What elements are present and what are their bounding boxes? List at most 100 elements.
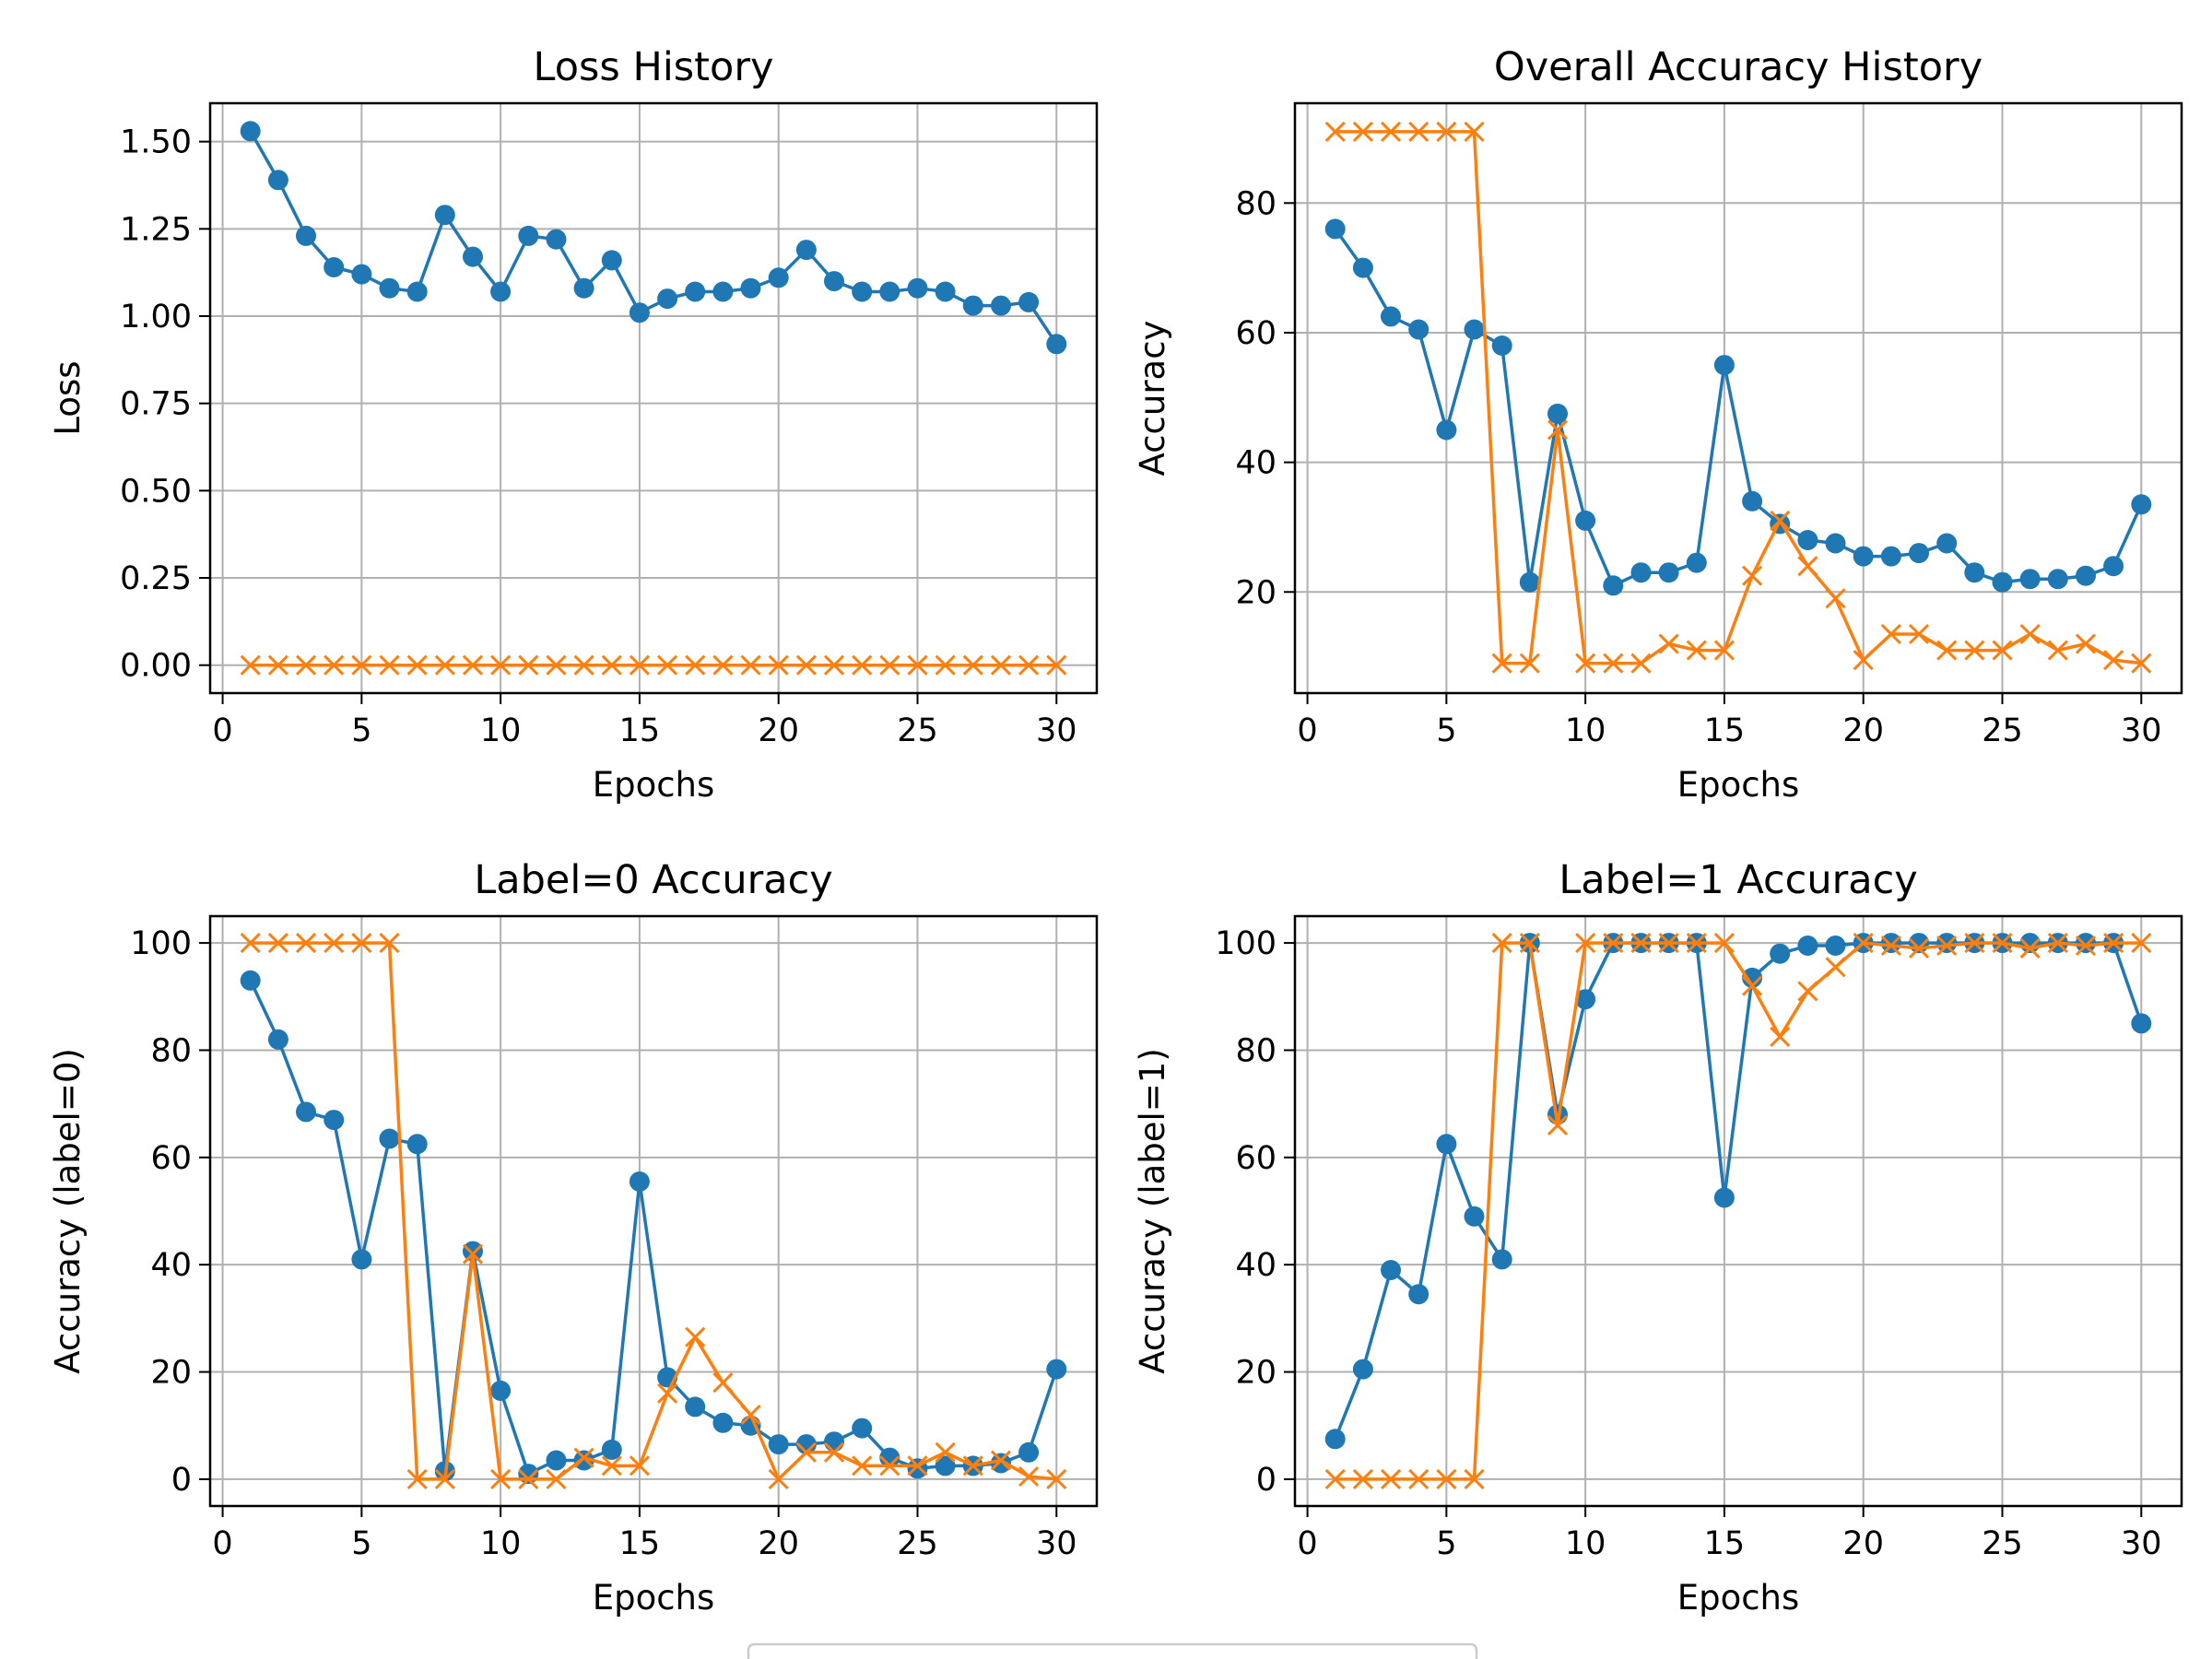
overall-accuracy-series-1-point: [1992, 571, 2013, 593]
overall-accuracy-series-2-point: [1380, 121, 1402, 143]
label0-accuracy-series-1-point: [351, 1249, 372, 1270]
overall-accuracy-x-tick-label: 0: [1297, 712, 1317, 749]
overall-accuracy-series-1-point: [1713, 355, 1735, 376]
overall-accuracy-series-1-point: [2076, 565, 2096, 586]
loss-series-2-point: [990, 654, 1012, 676]
overall-accuracy-series-2-point: [2019, 623, 2041, 645]
label0-accuracy-series-2-point: [768, 1468, 789, 1489]
legend: [747, 1642, 1478, 1659]
overall-accuracy-series-1-point: [1658, 562, 1679, 583]
overall-accuracy-series-1-point: [1880, 546, 1901, 567]
label1-accuracy-series-2-point: [1352, 1468, 1373, 1489]
label0-accuracy-series-2-point: [546, 1468, 567, 1489]
label1-accuracy-x-tick-label: 30: [2121, 1525, 2162, 1562]
overall-accuracy-series-2-point: [1408, 121, 1430, 143]
loss-chart-title: Loss History: [534, 44, 774, 90]
overall-accuracy-series-1-point: [1936, 533, 1958, 554]
label0-accuracy-series-1-point: [267, 1029, 288, 1050]
label1-accuracy-series-1-point: [1381, 1260, 1401, 1280]
loss-x-tick-label: 25: [897, 712, 938, 749]
loss-series-2-point: [573, 654, 594, 676]
overall-accuracy-y-tick-label: 60: [1235, 315, 1277, 352]
label0-accuracy-series-2-point: [240, 933, 261, 954]
overall-accuracy-series-2-point: [1519, 653, 1540, 674]
label0-accuracy-series-1-point: [935, 1455, 956, 1477]
label0-accuracy-series-1-point: [546, 1450, 567, 1471]
loss-series-2-point: [434, 654, 455, 676]
label1-accuracy-x-tick-label: 10: [1565, 1525, 1606, 1562]
loss-series-2-point: [490, 654, 512, 676]
label0-accuracy-x-tick-label: 20: [758, 1525, 799, 1562]
loss-series-2-point: [518, 654, 539, 676]
loss-series-1-point: [962, 295, 983, 316]
label0-accuracy-series: [240, 933, 1067, 1489]
overall-accuracy-series-1-point: [1630, 562, 1652, 583]
overall-accuracy-series-2-point: [2047, 640, 2068, 661]
loss-series-2-point: [324, 654, 345, 676]
overall-accuracy-series-1-point: [1408, 319, 1430, 340]
overall-accuracy-series-2-point: [2103, 650, 2124, 671]
label1-accuracy-y-tick-label: 0: [1256, 1462, 1277, 1499]
label1-accuracy-series-2-point: [1658, 933, 1679, 954]
label0-accuracy-series-1-point: [406, 1134, 428, 1155]
label0-accuracy-x-tick-label: 10: [480, 1525, 522, 1562]
loss-series-1-point: [490, 281, 512, 302]
loss-series-1-point: [601, 250, 622, 271]
label0-accuracy-series-2-point: [685, 1326, 706, 1347]
label0-accuracy-x-axis-label: Epochs: [593, 1578, 715, 1618]
loss-series-1-point: [629, 302, 650, 324]
overall-accuracy-series-1-point: [1547, 403, 1568, 424]
label1-accuracy-series-2-point: [1825, 957, 1846, 978]
overall-accuracy-series-2-point: [1630, 653, 1652, 674]
overall-accuracy-series-2-point: [1825, 588, 1846, 609]
overall-accuracy-series-1-point: [1575, 510, 1596, 531]
overall-accuracy-y-axis-label: Accuracy: [1133, 321, 1172, 477]
loss-series-2-point: [935, 654, 956, 676]
overall-accuracy-series-1-point: [1464, 319, 1485, 340]
overall-accuracy-series-1-point: [1603, 575, 1624, 596]
overall-accuracy-series-2-point: [1797, 556, 1818, 577]
loss-series-2-point: [351, 654, 372, 676]
overall-accuracy-series-2-point: [1464, 121, 1485, 143]
label1-accuracy-series-2-point: [2047, 933, 2068, 954]
label0-accuracy-series-1-point: [463, 1241, 483, 1262]
label0-accuracy-series-2-point: [852, 1455, 873, 1477]
label1-accuracy-series-2-point: [1575, 933, 1596, 954]
label1-accuracy-series-2-point: [1908, 937, 1930, 959]
label0-accuracy-series-1-point: [824, 1431, 844, 1453]
overall-accuracy-series-2-point: [1547, 419, 1569, 441]
loss-series-2-point: [712, 654, 734, 676]
label0-accuracy-series-2-point: [823, 1441, 845, 1463]
overall-accuracy-chart-title: Overall Accuracy History: [1494, 44, 1983, 90]
label0-accuracy-ticks: 0 5 10 15 20 25 30 0 20 40 60 80 100: [130, 925, 1077, 1562]
label1-accuracy-x-tick-label: 0: [1297, 1525, 1317, 1562]
label0-accuracy-y-tick-label: 80: [150, 1032, 192, 1069]
label0-accuracy-series-2-point: [629, 1455, 650, 1477]
label1-accuracy-y-tick-label: 40: [1235, 1247, 1277, 1284]
overall-accuracy-series-1-point: [2131, 494, 2152, 515]
label1-accuracy-series-2-point: [1380, 1468, 1402, 1489]
loss-y-tick-label: 0.00: [120, 648, 192, 685]
label1-accuracy-series-1-point: [1770, 943, 1791, 964]
label1-accuracy-series-2-point: [1630, 933, 1652, 954]
label1-accuracy-series-1-point: [1352, 1359, 1373, 1380]
overall-accuracy-x-tick-label: 25: [1982, 712, 2023, 749]
overall-accuracy-series-1-point: [1686, 552, 1707, 573]
overall-accuracy-plot-frame: [1293, 101, 2183, 695]
overall-accuracy-series-1-point: [1491, 335, 1512, 356]
overall-accuracy-ticks: 0 5 10 15 20 25 30 20 40 60 80: [1235, 185, 2161, 749]
label1-accuracy-series-1-point: [1408, 1284, 1430, 1305]
loss-series-1-point: [267, 170, 288, 191]
loss-y-tick-label: 0.75: [120, 386, 192, 423]
overall-accuracy-x-tick-label: 10: [1565, 712, 1606, 749]
overall-accuracy-series-2-point: [1992, 640, 2013, 661]
overall-accuracy-series-2-point: [1575, 653, 1596, 674]
loss-y-axis-label: Loss: [48, 360, 88, 435]
label1-accuracy-series-2-point: [1742, 975, 1763, 996]
overall-accuracy-series-2-point: [1352, 121, 1373, 143]
loss-series-1-point: [324, 257, 345, 277]
overall-accuracy-series-1-point: [1324, 218, 1346, 240]
label0-accuracy-series-2-point: [795, 1441, 817, 1463]
label0-accuracy-series-1-point: [240, 970, 261, 991]
loss-grid: [210, 103, 1097, 693]
